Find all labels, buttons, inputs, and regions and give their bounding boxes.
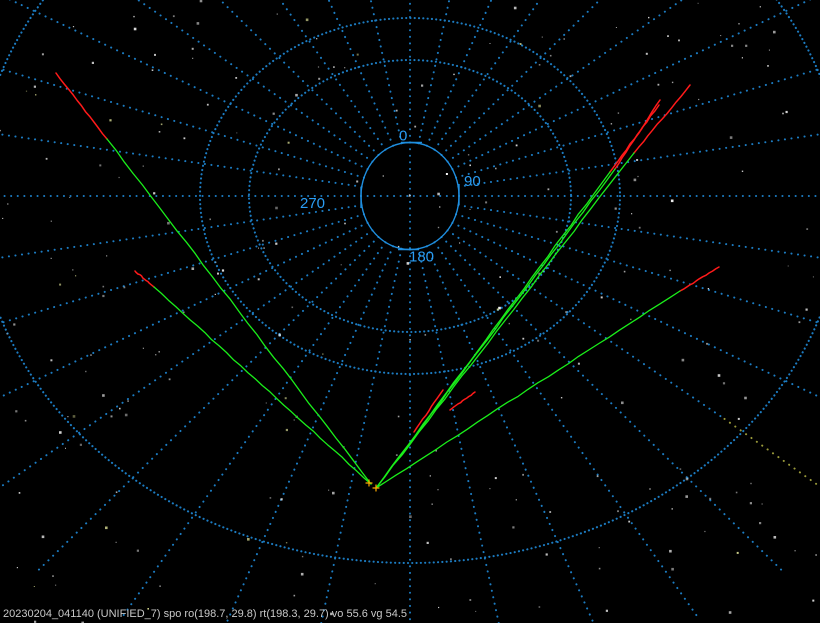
svg-text:90: 90 [464,173,481,190]
svg-text:180: 180 [409,249,434,266]
svg-text:0: 0 [399,128,407,145]
svg-text:270: 270 [300,195,325,212]
